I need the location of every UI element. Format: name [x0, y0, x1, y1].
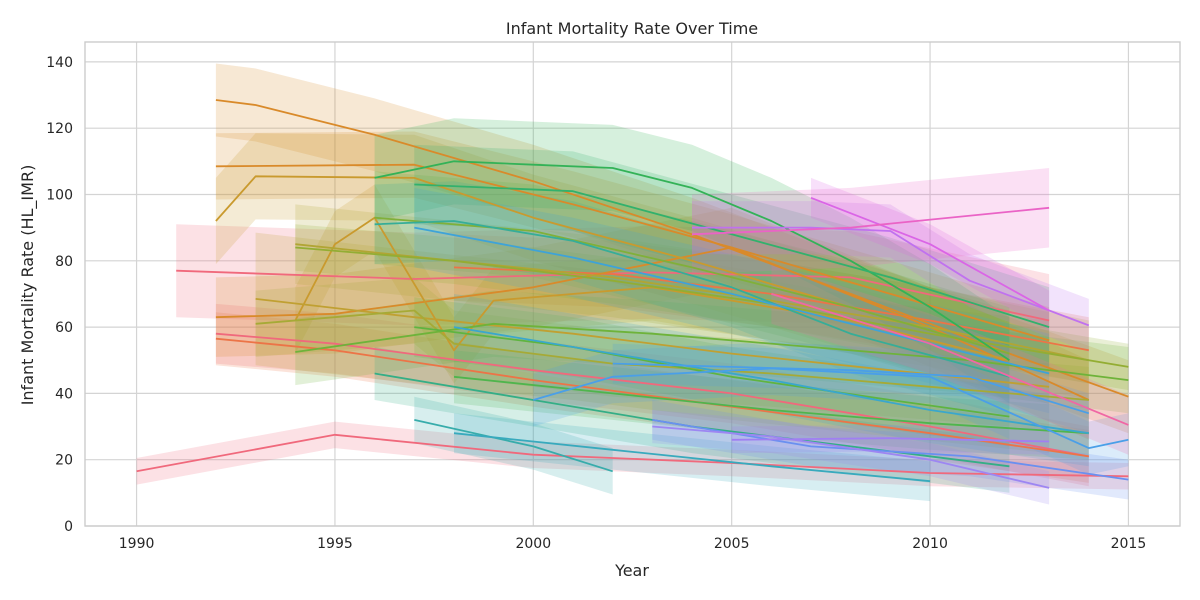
series-line [215, 332, 1089, 458]
series-line [612, 362, 1090, 415]
series-confidence-band [295, 204, 1089, 400]
x-tick-label: 2010 [912, 536, 948, 552]
x-tick-label: 1990 [119, 536, 155, 552]
series-line [533, 367, 1129, 450]
series-line [215, 163, 1050, 342]
series-lines [136, 99, 1129, 489]
series-line [374, 216, 1010, 355]
series-confidence-band [692, 201, 1089, 352]
series-confidence-band [215, 207, 1089, 440]
series-line [453, 326, 1089, 435]
series-line [652, 425, 1050, 489]
series-line [453, 375, 1089, 435]
series-line [453, 432, 931, 483]
series-confidence-band [811, 177, 1050, 331]
series-confidence-band [215, 133, 1010, 397]
series-line [215, 99, 1129, 398]
series-confidence-band [136, 421, 1129, 490]
y-tick-label: 140 [46, 55, 73, 71]
series-line [414, 183, 1050, 328]
y-tick-label: 120 [46, 121, 73, 137]
series-line [255, 298, 1050, 388]
x-axis-label: Year [614, 561, 649, 580]
series-line [215, 246, 1090, 401]
y-axis-label: Infant Mortality Rate (HL_IMR) [18, 165, 38, 406]
y-tick-label: 20 [55, 453, 73, 469]
series-confidence-band [215, 131, 1050, 374]
series-line [374, 220, 1010, 378]
series-confidence-band [374, 181, 1010, 417]
series-confidence-band [295, 184, 1010, 394]
y-tick-label: 80 [55, 254, 73, 270]
series-line [771, 293, 1129, 426]
y-tick-label: 100 [46, 187, 73, 203]
series-line [414, 326, 1010, 418]
series-confidence-band [255, 277, 1089, 434]
chart-title: Infant Mortality Rate Over Time [506, 19, 758, 38]
x-tick-label: 2000 [515, 536, 551, 552]
series-line [176, 269, 1050, 322]
series-line [414, 226, 1050, 375]
series-line [731, 437, 1050, 443]
y-tick-label: 0 [64, 519, 73, 535]
series-line [810, 196, 1050, 312]
y-tick-label: 40 [55, 386, 73, 402]
x-tick-label: 1995 [317, 536, 353, 552]
series-confidence-band [414, 396, 613, 495]
series-confidence-band [215, 303, 1089, 487]
series-confidence-band [374, 347, 1010, 493]
series-confidence-band [176, 224, 1050, 367]
x-tick-label: 2015 [1111, 536, 1147, 552]
tick-labels: 1990 1995 2000 2005 2010 2015 0 20 40 60 80 100 120 1… [46, 55, 1146, 552]
series-line [374, 160, 1010, 361]
series-confidence-band [533, 342, 1129, 475]
plot-frame [84, 41, 1181, 527]
x-tick-label: 2005 [714, 536, 750, 552]
series-line [691, 206, 1050, 236]
series-line [414, 419, 613, 473]
series-line [692, 226, 1090, 327]
series-line [136, 433, 1129, 478]
y-tick-label: 60 [55, 320, 73, 336]
